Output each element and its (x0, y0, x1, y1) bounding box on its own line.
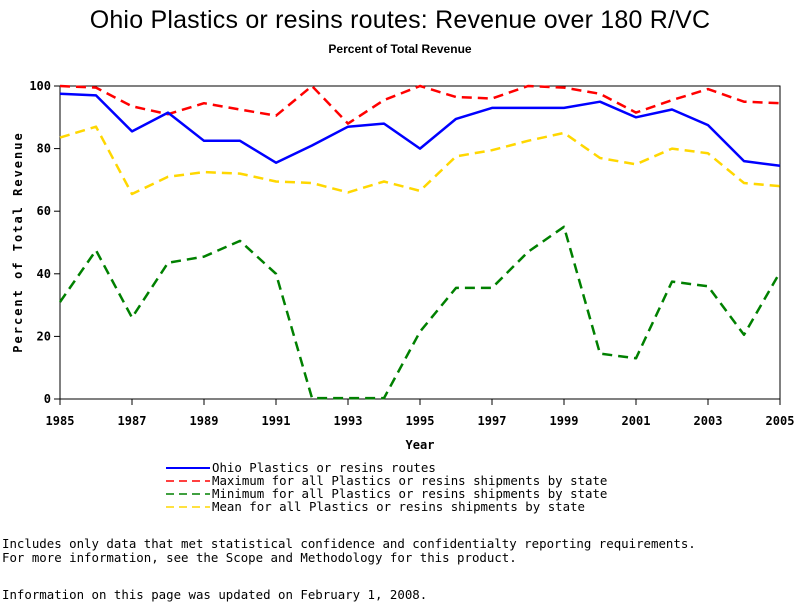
y-tick-label: 60 (37, 204, 51, 218)
series-line-minimum (58, 225, 782, 400)
series-line-maximum (59, 84, 781, 125)
series-lines (58, 84, 782, 400)
y-tick-label: 40 (37, 267, 51, 281)
x-tick-label: 1985 (46, 414, 75, 428)
legend: Ohio Plastics or resins routes Maximum f… (166, 460, 608, 514)
footnote-line-1: Includes only data that met statistical … (2, 536, 696, 551)
update-notice: Information on this page was updated on … (2, 587, 428, 602)
plot-frame (59, 85, 781, 400)
chart-subtitle: Percent of Total Revenue (328, 42, 472, 56)
chart-title: Ohio Plastics or resins routes: Revenue … (89, 6, 711, 34)
legend-swatch-ohio (166, 466, 210, 469)
legend-item: Ohio Plastics or resins routes (166, 460, 607, 475)
legend-swatch-maximum (166, 479, 210, 482)
legend-label-minimum: Minimum for all Plastics or resins shipm… (212, 486, 608, 501)
x-tick-label: 1989 (190, 414, 219, 428)
legend-label-ohio: Ohio Plastics or resins routes (212, 460, 436, 475)
x-tick-label: 2005 (766, 414, 795, 428)
legend-item: Minimum for all Plastics or resins shipm… (166, 486, 608, 501)
legend-label-mean: Mean for all Plastics or resins shipment… (212, 499, 585, 514)
x-tick-label: 1995 (406, 414, 435, 428)
footnote-line-2: For more information, see the Scope and … (2, 549, 517, 565)
x-tick-label: 2003 (694, 414, 723, 428)
x-tick-label: 1999 (550, 414, 579, 428)
x-axis: 1985 1987 1989 1991 1993 1995 1997 1999 2001 2003… (46, 399, 795, 428)
y-tick-label: 100 (29, 79, 51, 93)
x-axis-title: Year (406, 438, 435, 452)
y-tick-label: 20 (37, 329, 51, 343)
line-chart: 0 20 40 60 80 100 1985 1987 1989 1991 1993 1995 199… (11, 79, 795, 452)
y-tick-label: 80 (37, 142, 51, 156)
legend-swatch-minimum (166, 492, 210, 495)
x-tick-label: 2001 (622, 414, 651, 428)
x-tick-label: 1987 (118, 414, 147, 428)
legend-label-maximum: Maximum for all Plastics or resins shipm… (212, 473, 608, 488)
legend-item: Maximum for all Plastics or resins shipm… (166, 473, 608, 488)
y-tick-label: 0 (44, 392, 51, 406)
y-axis: 0 20 40 60 80 100 (29, 79, 60, 406)
footnote: Includes only data that met statistical … (2, 537, 696, 564)
legend-item: Mean for all Plastics or resins shipment… (166, 499, 607, 514)
legend-swatch-mean (166, 505, 210, 508)
series-line-mean (59, 125, 781, 196)
y-axis-title: Percent of Total Revenue (11, 131, 25, 352)
x-tick-label: 1997 (478, 414, 507, 428)
x-tick-label: 1991 (262, 414, 291, 428)
x-tick-label: 1993 (334, 414, 363, 428)
series-line-ohio (59, 92, 781, 168)
